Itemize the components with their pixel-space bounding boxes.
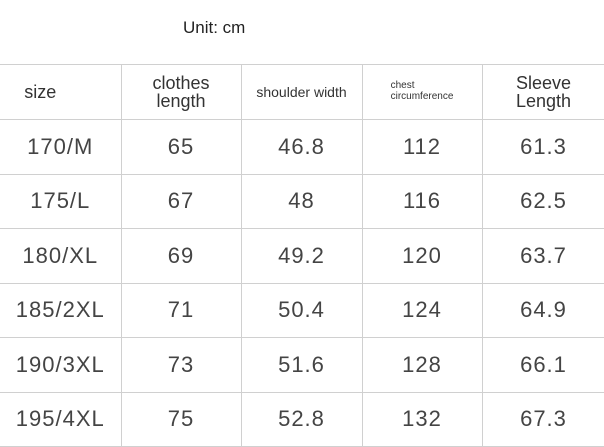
cell-shoulder-width: 48	[240, 173, 363, 229]
cell-shoulder-width: 52.8	[240, 391, 363, 447]
cell-chest: 120	[361, 228, 483, 284]
header-sleeve-length: Sleeve Length	[481, 64, 604, 120]
header-size-label: size	[24, 81, 57, 102]
cell-clothes-length: 65	[120, 119, 242, 175]
cell-sleeve-length: 63.7	[481, 228, 604, 284]
table-row: 185/2XL 71 50.4 124 64.9	[0, 282, 604, 338]
cell-clothes-length: 73	[120, 337, 242, 393]
cell-chest: 132	[361, 391, 483, 447]
header-clothes-length: clothes length	[120, 64, 242, 120]
cell-shoulder-width: 50.4	[240, 282, 363, 338]
size-chart-table: size clothes length shoulder width chest c…	[0, 64, 604, 447]
table-row: 175/L 67 48 116 62.5	[0, 173, 604, 229]
cell-size: 185/2XL	[0, 282, 122, 338]
cell-size: 195/4XL	[0, 391, 122, 447]
unit-label: Unit: cm	[183, 18, 246, 37]
table-row: 190/3XL 73 51.6 128 66.1	[0, 337, 604, 393]
table-header-row: size clothes length shoulder width chest c…	[0, 64, 604, 120]
cell-chest: 116	[361, 173, 483, 229]
cell-sleeve-length: 64.9	[481, 282, 604, 338]
header-clothes-length-line1: clothes	[152, 73, 210, 93]
header-clothes-length-line2: length	[156, 91, 206, 111]
header-chest: chest circumference	[361, 64, 483, 120]
header-size: size	[0, 64, 122, 120]
cell-clothes-length: 71	[120, 282, 242, 338]
table-row: 170/M 65 46.8 112 61.3	[0, 119, 604, 175]
cell-size: 180/XL	[0, 228, 122, 284]
cell-shoulder-width: 49.2	[240, 228, 363, 284]
cell-clothes-length: 67	[120, 173, 242, 229]
cell-shoulder-width: 46.8	[240, 119, 363, 175]
cell-size: 190/3XL	[0, 337, 122, 393]
cell-shoulder-width: 51.6	[240, 337, 363, 393]
header-shoulder-width: shoulder width	[240, 64, 363, 120]
header-sleeve-length-line1: Sleeve	[515, 73, 572, 93]
cell-clothes-length: 75	[120, 391, 242, 447]
table-row: 180/XL 69 49.2 120 63.7	[0, 228, 604, 284]
table-row: 195/4XL 75 52.8 132 67.3	[0, 391, 604, 447]
header-shoulder-width-label: shoulder width	[256, 84, 347, 100]
cell-size: 175/L	[0, 173, 122, 229]
cell-sleeve-length: 62.5	[481, 173, 604, 229]
header-chest-line2: circumference	[390, 91, 454, 102]
cell-sleeve-length: 66.1	[481, 337, 604, 393]
cell-clothes-length: 69	[120, 228, 242, 284]
cell-chest: 112	[361, 119, 483, 175]
cell-chest: 128	[361, 337, 483, 393]
cell-chest: 124	[361, 282, 483, 338]
cell-sleeve-length: 61.3	[481, 119, 604, 175]
cell-size: 170/M	[0, 119, 122, 175]
cell-sleeve-length: 67.3	[481, 391, 604, 447]
header-chest-line1: chest	[390, 80, 415, 91]
header-sleeve-length-line2: Length	[515, 91, 572, 111]
